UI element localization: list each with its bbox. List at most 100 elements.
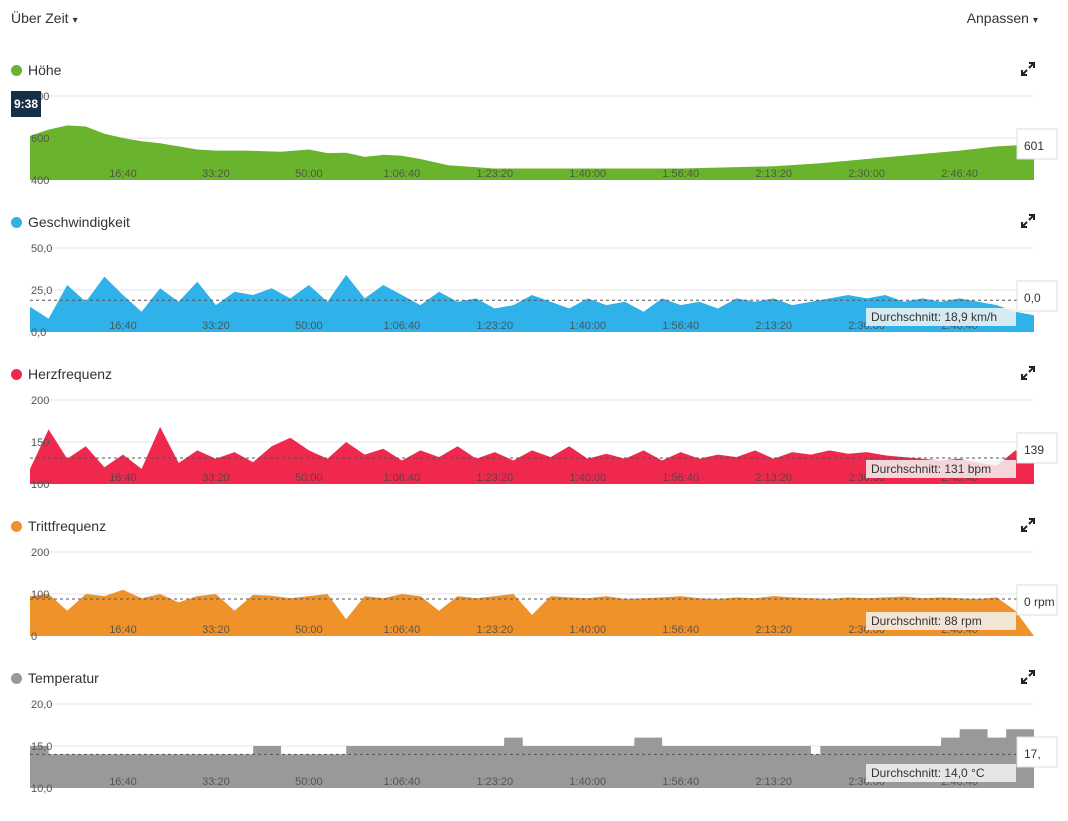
elevation-title: Höhe bbox=[28, 62, 62, 78]
average-label: Durchschnitt: 14,0 °C bbox=[871, 766, 985, 780]
x-tick-label: 1:56:40 bbox=[662, 624, 699, 636]
y-tick-label: 150 bbox=[31, 437, 49, 449]
panel-title: Temperatur bbox=[11, 669, 99, 687]
x-tick-label: 16:40 bbox=[109, 472, 137, 484]
x-tick-label: 1:06:40 bbox=[384, 320, 421, 332]
x-tick-label: 1:56:40 bbox=[662, 776, 699, 788]
x-tick-label: 2:30:00 bbox=[848, 168, 885, 180]
x-tick-label: 1:40:00 bbox=[569, 624, 606, 636]
x-tick-label: 1:23:20 bbox=[476, 624, 513, 636]
panel-title: Trittfrequenz bbox=[11, 517, 106, 535]
current-value-label: 0 rpm bbox=[1024, 595, 1055, 609]
adjust-dropdown[interactable]: Anpassen ▾ bbox=[967, 10, 1038, 26]
current-value-label: 0,0 bbox=[1024, 291, 1041, 305]
x-tick-label: 50:00 bbox=[295, 624, 323, 636]
x-tick-label: 1:06:40 bbox=[384, 776, 421, 788]
heart-rate-chart: 200 150 100 16:40 33:20 50:00 1:06:40 1:23:20 1:… bbox=[30, 395, 1058, 491]
series-area bbox=[30, 125, 1034, 180]
current-value-box bbox=[1016, 432, 1058, 464]
cadence-panel: Trittfrequenz 200 100 0 16:40 33:20 50:00 1:06… bbox=[0, 517, 1068, 669]
x-tick-label: 33:20 bbox=[202, 320, 230, 332]
current-value-box bbox=[1016, 280, 1058, 312]
expand-icon[interactable] bbox=[1021, 62, 1035, 76]
cadence-chart: 200 100 0 16:40 33:20 50:00 1:06:40 1:23:20 1:40… bbox=[30, 547, 1058, 643]
x-tick-label: 1:40:00 bbox=[569, 472, 606, 484]
average-badge bbox=[866, 612, 1016, 630]
chevron-down-icon: ▾ bbox=[1032, 15, 1038, 26]
series-color-dot bbox=[11, 672, 22, 684]
series-color-dot bbox=[11, 520, 22, 532]
y-tick-label: 200 bbox=[31, 395, 49, 407]
temperature-title: Temperatur bbox=[28, 670, 99, 686]
y-tick-label: 400 bbox=[31, 175, 49, 187]
y-tick-label: 20,0 bbox=[31, 699, 52, 711]
y-tick-label: 600 bbox=[31, 133, 49, 145]
expand-icon[interactable] bbox=[1021, 670, 1035, 684]
average-label: Durchschnitt: 18,9 km/h bbox=[871, 310, 997, 324]
x-tick-label: 2:13:20 bbox=[755, 320, 792, 332]
adjust-label: Anpassen bbox=[966, 10, 1029, 26]
x-tick-label: 1:23:20 bbox=[476, 320, 513, 332]
average-label: Durchschnitt: 131 bpm bbox=[871, 462, 991, 476]
x-tick-label: 1:56:40 bbox=[662, 168, 699, 180]
series-color-dot bbox=[11, 216, 22, 228]
current-value-box bbox=[1016, 128, 1058, 160]
heart-rate-panel: Herzfrequenz 200 150 100 16:40 33:20 50:00 1:0… bbox=[0, 365, 1068, 517]
x-tick-label: 50:00 bbox=[295, 168, 323, 180]
panel-title: Höhe bbox=[11, 61, 61, 79]
current-value-box bbox=[1016, 584, 1058, 616]
x-tick-label: 1:40:00 bbox=[569, 320, 606, 332]
expand-icon[interactable] bbox=[1021, 366, 1035, 380]
x-tick-label: 1:23:20 bbox=[476, 472, 513, 484]
y-tick-label: 100 bbox=[31, 479, 49, 491]
temperature-panel: Temperatur 20,0 15,0 10,0 16:40 33:20 50:00 1:… bbox=[0, 669, 1068, 821]
y-tick-label: 0,0 bbox=[31, 327, 46, 339]
x-tick-label: 2:46:40 bbox=[941, 168, 978, 180]
speed-chart: 50,0 25,0 0,0 16:40 33:20 50:00 1:06:40 1:23:20… bbox=[30, 243, 1058, 339]
x-tick-label: 33:20 bbox=[202, 472, 230, 484]
x-tick-label: 2:13:20 bbox=[755, 624, 792, 636]
series-area bbox=[30, 589, 1034, 636]
panel-title: Herzfrequenz bbox=[11, 365, 112, 383]
x-tick-label: 16:40 bbox=[109, 168, 137, 180]
heart-rate-title: Herzfrequenz bbox=[28, 366, 113, 382]
series-color-dot bbox=[11, 64, 22, 76]
current-value-label: 601 bbox=[1024, 139, 1044, 153]
x-tick-label: 50:00 bbox=[295, 472, 323, 484]
x-tick-label: 2:13:20 bbox=[755, 472, 792, 484]
x-tick-label: 1:40:00 bbox=[569, 168, 606, 180]
series-area bbox=[30, 426, 1034, 484]
y-tick-label: 200 bbox=[31, 547, 49, 559]
x-tick-label: 1:06:40 bbox=[384, 624, 421, 636]
y-tick-label: 50,0 bbox=[31, 243, 52, 255]
x-tick-label: 16:40 bbox=[109, 624, 137, 636]
expand-icon[interactable] bbox=[1021, 518, 1035, 532]
x-tick-label: 16:40 bbox=[109, 320, 137, 332]
x-tick-label: 1:23:20 bbox=[476, 776, 513, 788]
x-tick-label: 1:06:40 bbox=[384, 168, 421, 180]
cursor-time-badge bbox=[11, 91, 41, 117]
x-tick-label: 33:20 bbox=[202, 776, 230, 788]
x-tick-label: 1:06:40 bbox=[384, 472, 421, 484]
current-value-label: 17, bbox=[1024, 747, 1041, 761]
over-time-label: Über Zeit bbox=[11, 10, 69, 26]
expand-icon[interactable] bbox=[1021, 214, 1035, 228]
y-tick-label: 15,0 bbox=[31, 741, 52, 753]
series-color-dot bbox=[11, 368, 22, 380]
x-tick-label: 33:20 bbox=[202, 168, 230, 180]
over-time-dropdown[interactable]: Über Zeit ▾ bbox=[11, 10, 78, 26]
elevation-panel: Höhe 80060040016:4033:2050:001:06:401:23… bbox=[0, 61, 1068, 213]
y-tick-label: 100 bbox=[31, 589, 49, 601]
average-badge bbox=[866, 460, 1016, 478]
x-tick-label: 2:13:20 bbox=[755, 776, 792, 788]
y-tick-label: 0 bbox=[31, 631, 37, 643]
series-area bbox=[30, 729, 1034, 788]
x-tick-label: 1:23:20 bbox=[476, 168, 513, 180]
x-tick-label: 1:40:00 bbox=[569, 776, 606, 788]
current-value-label: 139 bbox=[1024, 443, 1044, 457]
x-tick-label: 50:00 bbox=[295, 320, 323, 332]
x-tick-label: 16:40 bbox=[109, 776, 137, 788]
series-area bbox=[30, 274, 1034, 332]
average-label: Durchschnitt: 88 rpm bbox=[871, 614, 982, 628]
chevron-down-icon: ▾ bbox=[72, 15, 78, 26]
